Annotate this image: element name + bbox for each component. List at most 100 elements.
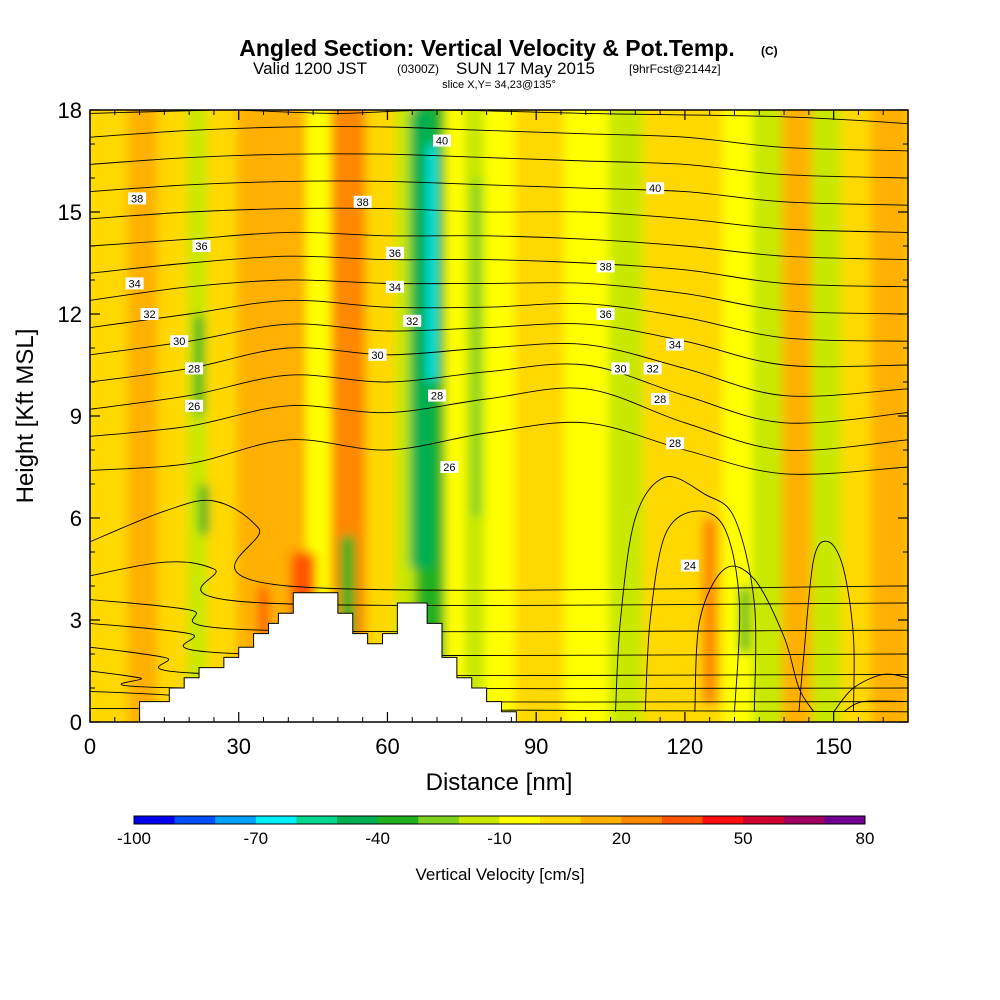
contour-label-bg-18 [428,389,447,402]
colorbar-tick-label-3: -10 [487,829,512,848]
velocity-feature-7 [258,586,269,637]
contour-label-bg-6 [385,246,404,259]
chart-title: Angled Section: Vertical Velocity & Pot.… [239,35,734,61]
theta-contour-23 [615,476,757,712]
colorbar-swatch-3 [255,816,297,824]
contour-label-bg-8 [125,277,144,290]
colorbar-swatch-11 [580,816,622,824]
theta-contour-20 [90,126,908,152]
velocity-column-18 [608,110,648,722]
contour-label-bg-10 [665,338,684,351]
theta-contour-12 [90,323,908,368]
contour-label-bg-2 [128,192,147,205]
velocity-feature-1 [428,144,436,382]
velocity-column-16 [514,110,568,722]
colorbar-swatch-1 [174,816,216,824]
valid-time-line: Valid 1200 JST (0300Z) SUN 17 May 2015 [… [253,59,721,78]
contour-label-bg-5 [192,240,211,252]
contour-label-9: 34 [389,282,401,294]
velocity-column-3 [157,110,192,722]
colorbar-tick-label-1: -70 [244,829,269,848]
theta-contour-8 [90,421,908,475]
theta-contour-25 [694,565,815,713]
velocity-feature-8 [702,518,718,705]
colorbar-tick-label-2: -40 [365,829,390,848]
contour-label-bg-14 [170,335,189,348]
colorbar-swatch-13 [661,816,704,824]
x-axis-label: Distance [nm] [426,769,573,796]
contour-label-bg-9 [385,280,404,293]
colorbar-swatch-8 [458,816,500,824]
theta-contour-11 [90,343,908,397]
colorbar-swatch-17 [824,816,866,824]
theta-contour-7 [90,499,908,591]
y-tick-label-5: 15 [58,200,82,225]
contour-label-bg-12 [403,314,422,327]
valid-utc: (0300Z) [397,62,439,76]
contour-labels: 40 40 38 38 38 36 36 36 34 34 34 32 32 32 30 30 30 28 28 28… [125,134,699,573]
contour-label-20: 28 [669,438,681,450]
theta-contour-27 [833,673,908,713]
colorbar: -100 -70 -40 -10 20 50 80 [117,815,874,848]
contour-label-bg-7 [596,308,615,320]
contour-label-17: 28 [188,363,200,375]
colorbar-swatch-0 [134,816,176,824]
contour-label-bg-11 [140,308,159,320]
contour-label-bg-17 [185,362,204,375]
velocity-column-24 [811,110,846,722]
x-tick-label-0: 0 [84,734,96,759]
theta-contour-10 [90,363,908,424]
contour-label-6: 36 [389,248,401,260]
theta-contour-19 [90,153,908,179]
theta-contour-13 [90,299,908,342]
velocity-column-13 [444,110,469,722]
contour-label-8: 34 [128,278,140,290]
y-tick-label-0: 0 [70,710,82,735]
contour-label-bg-20 [665,437,684,450]
theta-contour-5 [90,599,908,633]
theta-contour-17 [90,207,908,233]
colorbar-tick-label-0: -100 [117,829,151,848]
terrain [139,592,517,722]
colorbar-tick-label-4: 20 [612,829,631,848]
contour-label-16: 30 [614,363,626,375]
velocity-feature-10 [471,178,482,518]
slice-line: slice X,Y= 34,23@135° [442,79,556,91]
contour-label-23: 24 [684,561,696,573]
valid-prefix: Valid 1200 JST [253,59,367,78]
y-tick-label-4: 12 [58,302,82,327]
colorbar-swatch-10 [540,816,582,824]
velocity-column-2 [127,110,162,722]
theta-contour-6 [90,561,908,606]
colorbar-swatch-7 [418,816,460,824]
velocity-column-10 [365,110,400,722]
contour-label-18: 28 [431,391,443,403]
y-tick-label-3: 9 [70,404,82,429]
velocity-column-25 [841,110,876,722]
contour-label-2: 38 [131,193,143,205]
contour-label-3: 38 [357,197,369,209]
contour-label-bg-3 [353,195,372,208]
contour-label-7: 36 [599,309,611,321]
colorbar-swatch-14 [702,816,744,824]
theta-contour-28 [843,700,908,713]
theta-contour-14 [90,279,908,315]
velocity-feature-2 [337,144,358,382]
x-tick-label-2: 60 [375,734,399,759]
y-tick-label-1: 3 [70,608,82,633]
chart-title-tag: (C) [761,44,778,58]
colorbar-tick-label-5: 50 [734,829,753,848]
x-tick-label-5: 150 [815,734,852,759]
contour-label-15: 30 [371,350,383,362]
colorbar-frame [133,815,866,825]
x-tick-label-4: 120 [667,734,704,759]
contour-label-14: 30 [173,336,185,348]
contour-label-10: 34 [669,340,681,352]
velocity-column-15 [484,110,519,722]
theta-contour-18 [90,180,908,206]
valid-date: SUN 17 May 2015 [456,59,595,78]
colorbar-swatch-16 [783,816,825,824]
contour-label-21: 26 [188,401,200,413]
velocity-feature-5 [199,484,209,535]
theta-contour-9 [90,387,908,451]
